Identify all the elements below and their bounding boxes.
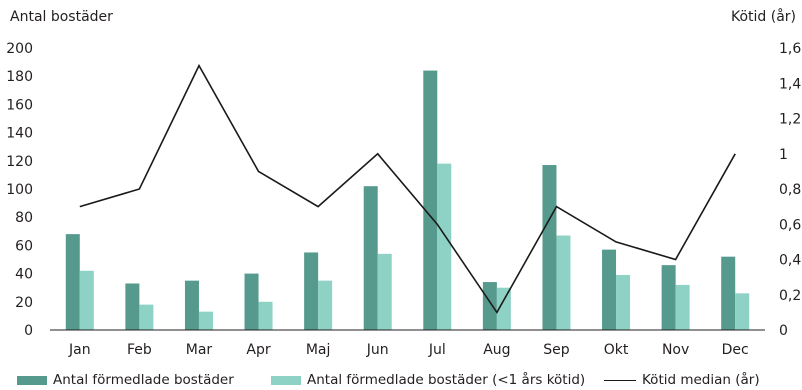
x-tick-label: Jun xyxy=(366,342,389,358)
bar-total xyxy=(125,283,140,330)
bar-total xyxy=(542,165,557,330)
bar-total xyxy=(482,282,497,330)
bar-short-queue xyxy=(496,287,511,330)
right-tick-label: 0,2 xyxy=(779,288,801,304)
legend-swatch-bars-short-queue xyxy=(271,375,301,385)
right-tick-label: 0,8 xyxy=(779,182,801,198)
bar-short-queue xyxy=(258,301,273,330)
right-tick-label: 1,4 xyxy=(779,76,801,92)
bar-total xyxy=(65,234,80,330)
left-tick-label: 180 xyxy=(6,69,33,85)
bar-short-queue xyxy=(318,280,333,330)
right-tick-label: 0 xyxy=(779,323,788,339)
bar-total xyxy=(184,280,199,330)
legend-swatch-bars xyxy=(17,375,47,385)
right-axis-title: Kötid (år) xyxy=(730,9,796,25)
bar-total xyxy=(602,249,617,330)
left-tick-label: 120 xyxy=(6,154,33,170)
median-line xyxy=(79,63,736,314)
legend-label-bars-short-queue: Antal förmedlade bostäder (<1 års kötid) xyxy=(307,372,586,388)
x-tick-label: Maj xyxy=(306,342,331,358)
bar-short-queue xyxy=(556,235,571,330)
bar-short-queue xyxy=(616,275,631,330)
right-tick-label: 0,6 xyxy=(779,217,801,233)
legend-item-bars: Antal förmedlade bostäder xyxy=(17,372,234,388)
left-tick-label: 160 xyxy=(6,97,33,113)
x-tick-label: Feb xyxy=(127,342,152,358)
legend-item-median: Kötid median (år) xyxy=(604,372,760,388)
left-tick-label: 20 xyxy=(15,295,33,311)
x-tick-label: Sep xyxy=(543,342,570,358)
right-tick-label: 0,4 xyxy=(779,253,801,269)
legend: Antal förmedlade bostäder Antal förmedla… xyxy=(0,372,802,390)
bar-total xyxy=(661,265,676,330)
legend-swatch-median xyxy=(604,379,636,381)
bar-short-queue xyxy=(377,253,392,330)
x-tick-label: Dec xyxy=(722,342,749,358)
left-tick-label: 100 xyxy=(6,182,33,198)
left-tick-label: 40 xyxy=(15,267,33,283)
bars xyxy=(65,70,750,330)
bar-total xyxy=(721,256,736,330)
x-axis-labels: Jan Feb Mar Apr Maj Jun Jul Aug Sep Okt Nov Dec xyxy=(68,342,749,358)
legend-label-bars: Antal förmedlade bostäder xyxy=(53,372,234,388)
legend-item-bars-short-queue: Antal förmedlade bostäder (<1 års kötid) xyxy=(271,372,585,388)
chart: 0 20 40 60 80 100 120 140 160 180 200 0 0,2 0,4 0,6 0,… xyxy=(6,41,801,358)
left-tick-label: 0 xyxy=(24,323,33,339)
bar-short-queue xyxy=(139,304,154,330)
bar-total xyxy=(363,186,378,330)
right-tick-label: 1,6 xyxy=(779,41,801,57)
left-tick-label: 140 xyxy=(6,126,33,142)
right-tick-label: 1,2 xyxy=(779,112,801,128)
x-tick-label: Mar xyxy=(186,342,213,358)
bar-total xyxy=(423,70,438,330)
bar-total xyxy=(304,252,319,330)
x-tick-label: Jul xyxy=(428,342,446,358)
left-axis-ticks: 0 20 40 60 80 100 120 140 160 180 200 xyxy=(6,41,33,339)
x-tick-label: Nov xyxy=(662,342,689,358)
bar-short-queue xyxy=(198,311,213,330)
legend-label-median: Kötid median (år) xyxy=(642,372,760,388)
bar-short-queue xyxy=(79,270,94,330)
left-tick-label: 60 xyxy=(15,238,33,254)
left-tick-label: 200 xyxy=(6,41,33,57)
bar-short-queue xyxy=(675,284,690,330)
x-tick-label: Aug xyxy=(483,342,510,358)
x-tick-label: Apr xyxy=(246,342,270,358)
left-axis-title: Antal bostäder xyxy=(10,9,113,25)
right-tick-label: 1 xyxy=(779,147,788,163)
median-line-path xyxy=(79,63,736,314)
bar-short-queue xyxy=(437,163,452,330)
right-axis-ticks: 0 0,2 0,4 0,6 0,8 1 1,2 1,4 1,6 xyxy=(779,41,801,339)
x-tick-label: Okt xyxy=(604,342,629,358)
x-tick-label: Jan xyxy=(68,342,91,358)
bar-total xyxy=(244,273,259,330)
left-tick-label: 80 xyxy=(15,210,33,226)
bar-short-queue xyxy=(735,293,750,330)
